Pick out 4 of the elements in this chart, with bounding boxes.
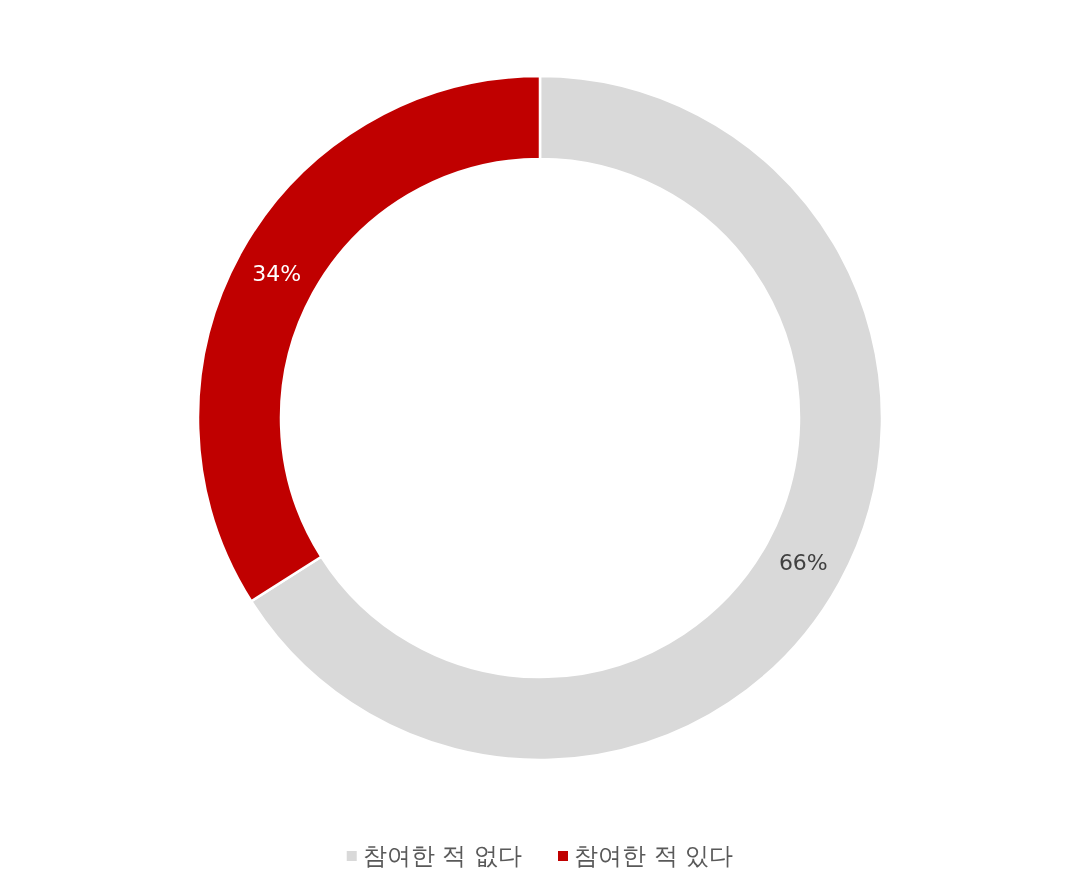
data-label: 34% [252, 260, 302, 286]
legend-label: 참여한 적 없다 [362, 842, 522, 870]
data-label: 66% [778, 550, 828, 576]
legend-label: 참여한 적 있다 [574, 842, 734, 870]
